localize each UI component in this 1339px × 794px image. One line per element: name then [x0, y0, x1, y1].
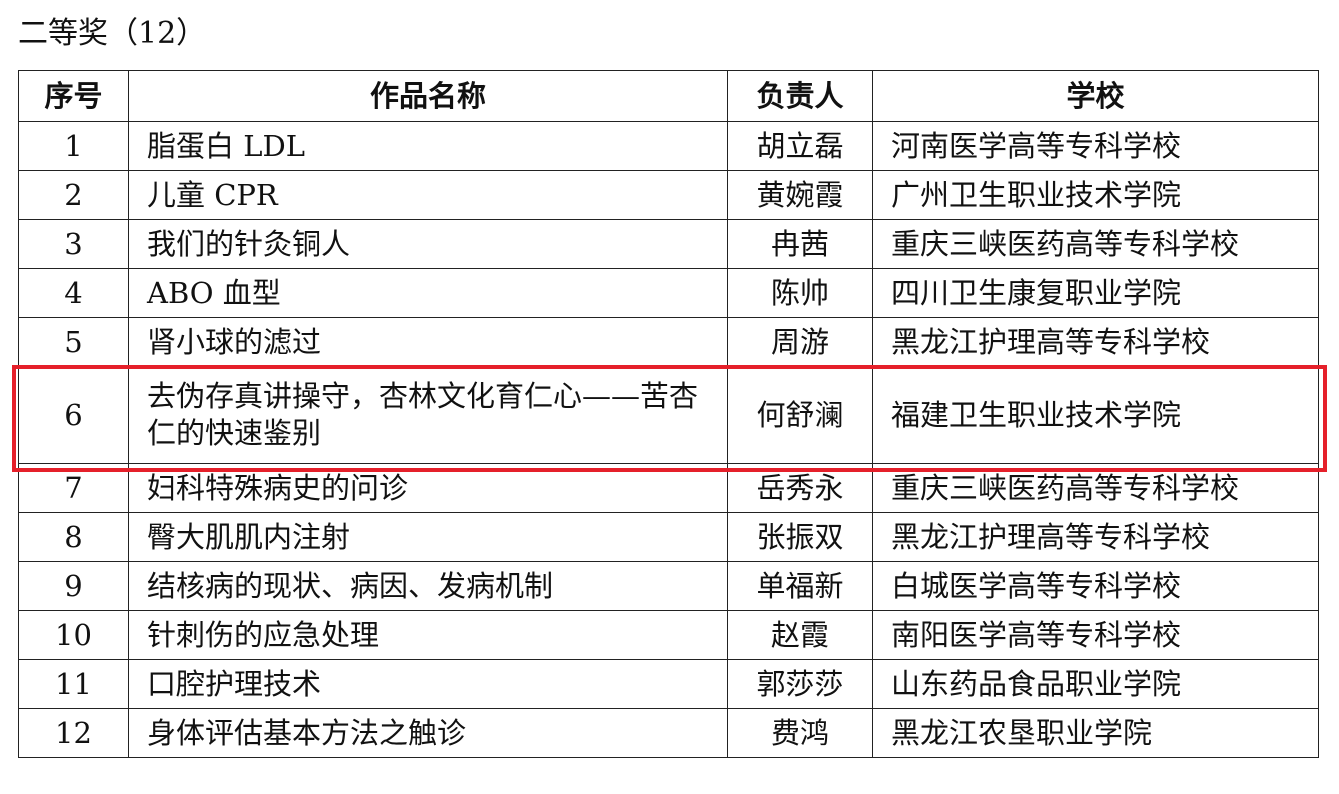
cell-no: 2	[18, 170, 129, 220]
cell-no: 6	[18, 366, 129, 464]
cell-leader: 黄婉霞	[727, 170, 873, 220]
table-header-row: 序号 作品名称 负责人 学校	[18, 70, 1319, 122]
table-row: 5 肾小球的滤过 周游 黑龙江护理高等专科学校	[18, 317, 1319, 367]
header-school: 学校	[872, 70, 1319, 122]
table-row: 9 结核病的现状、病因、发病机制 单福新 白城医学高等专科学校	[18, 561, 1319, 611]
cell-leader: 赵霞	[727, 610, 873, 660]
cell-school: 四川卫生康复职业学院	[872, 268, 1319, 318]
cell-school: 河南医学高等专科学校	[872, 121, 1319, 171]
cell-no: 3	[18, 219, 129, 269]
cell-no: 12	[18, 708, 129, 758]
cell-work: 结核病的现状、病因、发病机制	[128, 561, 728, 611]
cell-no: 7	[18, 463, 129, 513]
table-row: 6 去伪存真讲操守，杏林文化育仁心——苦杏仁的快速鉴别 何舒澜 福建卫生职业技术学院	[18, 366, 1319, 464]
cell-school: 重庆三峡医药高等专科学校	[872, 463, 1319, 513]
cell-work: 去伪存真讲操守，杏林文化育仁心——苦杏仁的快速鉴别	[128, 366, 728, 464]
cell-school: 黑龙江农垦职业学院	[872, 708, 1319, 758]
cell-work: 肾小球的滤过	[128, 317, 728, 367]
cell-leader: 何舒澜	[727, 366, 873, 464]
table-row: 8 臀大肌肌内注射 张振双 黑龙江护理高等专科学校	[18, 512, 1319, 562]
cell-leader: 单福新	[727, 561, 873, 611]
cell-work: ABO 血型	[128, 268, 728, 318]
cell-leader: 郭莎莎	[727, 659, 873, 709]
cell-school: 重庆三峡医药高等专科学校	[872, 219, 1319, 269]
cell-leader: 费鸿	[727, 708, 873, 758]
cell-work: 脂蛋白 LDL	[128, 121, 728, 171]
cell-work: 身体评估基本方法之触诊	[128, 708, 728, 758]
cell-leader: 胡立磊	[727, 121, 873, 171]
cell-school: 白城医学高等专科学校	[872, 561, 1319, 611]
table-row: 1 脂蛋白 LDL 胡立磊 河南医学高等专科学校	[18, 121, 1319, 171]
cell-work: 针刺伤的应急处理	[128, 610, 728, 660]
section-title: 二等奖（12）	[18, 16, 207, 51]
cell-work: 妇科特殊病史的问诊	[128, 463, 728, 513]
cell-work: 臀大肌肌内注射	[128, 512, 728, 562]
cell-leader: 张振双	[727, 512, 873, 562]
cell-work: 口腔护理技术	[128, 659, 728, 709]
cell-no: 8	[18, 512, 129, 562]
cell-work: 我们的针灸铜人	[128, 219, 728, 269]
cell-no: 9	[18, 561, 129, 611]
cell-leader: 陈帅	[727, 268, 873, 318]
header-no: 序号	[18, 70, 129, 122]
table-row: 10 针刺伤的应急处理 赵霞 南阳医学高等专科学校	[18, 610, 1319, 660]
cell-work: 儿童 CPR	[128, 170, 728, 220]
cell-school: 南阳医学高等专科学校	[872, 610, 1319, 660]
cell-leader: 岳秀永	[727, 463, 873, 513]
awards-table: 序号 作品名称 负责人 学校 1 脂蛋白 LDL 胡立磊 河南医学高等专科学校 2 儿童 …	[18, 70, 1319, 758]
cell-school: 福建卫生职业技术学院	[872, 366, 1319, 464]
table-row: 3 我们的针灸铜人 冉茜 重庆三峡医药高等专科学校	[18, 219, 1319, 269]
table-row: 4 ABO 血型 陈帅 四川卫生康复职业学院	[18, 268, 1319, 318]
cell-no: 5	[18, 317, 129, 367]
cell-no: 4	[18, 268, 129, 318]
header-work: 作品名称	[128, 70, 728, 122]
cell-no: 1	[18, 121, 129, 171]
table-row: 11 口腔护理技术 郭莎莎 山东药品食品职业学院	[18, 659, 1319, 709]
table-row: 7 妇科特殊病史的问诊 岳秀永 重庆三峡医药高等专科学校	[18, 463, 1319, 513]
cell-no: 10	[18, 610, 129, 660]
cell-school: 广州卫生职业技术学院	[872, 170, 1319, 220]
cell-no: 11	[18, 659, 129, 709]
table-row: 2 儿童 CPR 黄婉霞 广州卫生职业技术学院	[18, 170, 1319, 220]
table-row: 12 身体评估基本方法之触诊 费鸿 黑龙江农垦职业学院	[18, 708, 1319, 758]
cell-school: 山东药品食品职业学院	[872, 659, 1319, 709]
cell-leader: 冉茜	[727, 219, 873, 269]
header-leader: 负责人	[727, 70, 873, 122]
cell-school: 黑龙江护理高等专科学校	[872, 512, 1319, 562]
cell-leader: 周游	[727, 317, 873, 367]
cell-school: 黑龙江护理高等专科学校	[872, 317, 1319, 367]
